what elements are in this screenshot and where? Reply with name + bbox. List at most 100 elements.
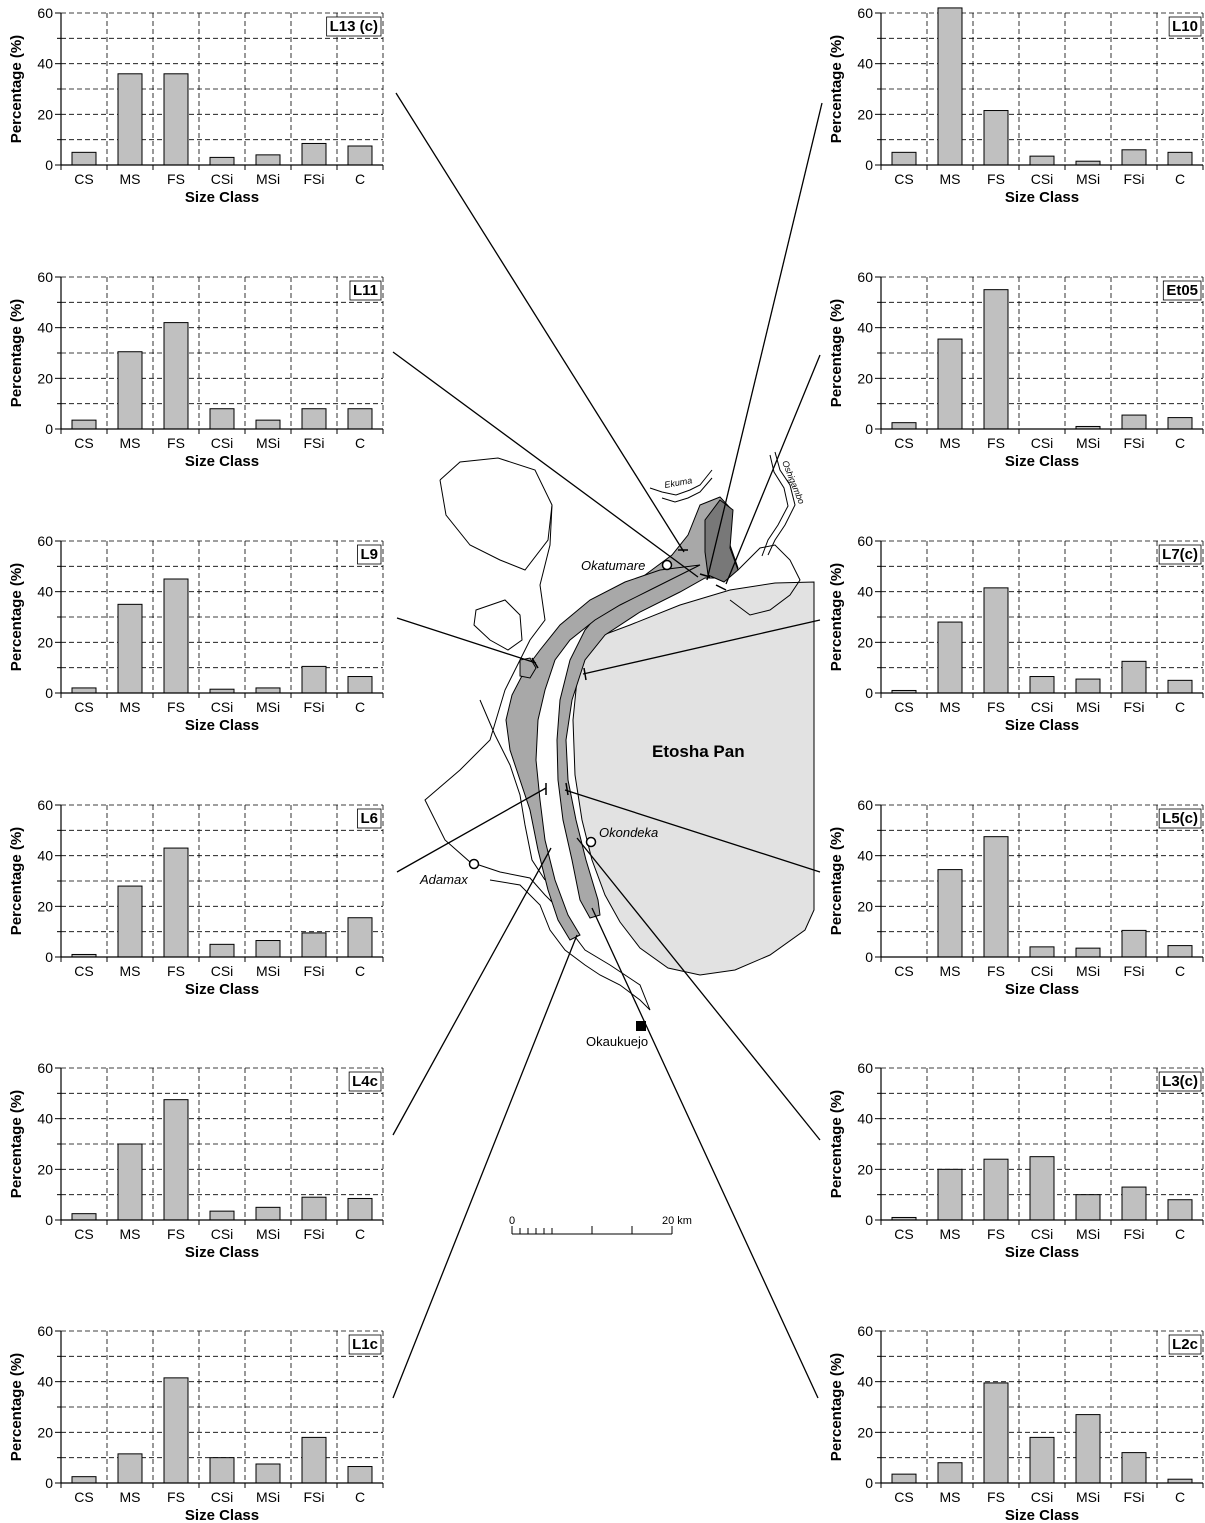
x-tick-label: MSi	[256, 1226, 280, 1242]
bar-fsi	[1121, 414, 1147, 430]
x-tick-label: FSi	[304, 1226, 325, 1242]
chart-l11: 0 20 40 60 CS MS FS CSi MSi FSi C Size Class Percent…	[8, 269, 384, 470]
bar-csi	[209, 943, 235, 958]
bar-c	[1167, 1199, 1193, 1221]
ekuma-label: Ekuma	[664, 475, 693, 490]
y-axis-title: Percentage (%)	[828, 563, 845, 671]
x-tick-label: FSi	[304, 171, 325, 187]
x-tick-label: FS	[987, 1489, 1005, 1505]
bar-cs	[891, 151, 917, 166]
y-tick-label: 40	[857, 848, 873, 864]
bar-ms	[117, 1143, 143, 1221]
y-tick-label: 20	[857, 1424, 873, 1440]
oshigambo-river	[767, 451, 796, 556]
bar-fsi	[1121, 149, 1147, 166]
x-tick-label: MSi	[1076, 699, 1100, 715]
chart-title: L5(c)	[1162, 810, 1198, 827]
x-tick-label: C	[1175, 1226, 1185, 1242]
y-tick-label: 40	[37, 584, 53, 600]
bar-cs	[891, 1473, 917, 1484]
northeast-shore	[729, 544, 801, 616]
x-tick-label: FSi	[304, 1489, 325, 1505]
x-tick-label: CS	[74, 963, 93, 979]
etosha-pan-area	[572, 581, 815, 976]
bar-msi	[255, 419, 281, 430]
western-island	[439, 479, 553, 571]
chart-title-box	[349, 280, 382, 301]
okaukuejo-marker	[636, 1021, 646, 1031]
chart-title-box	[1158, 808, 1202, 829]
chart-title-box	[1158, 544, 1202, 565]
y-axis-title: Percentage (%)	[828, 299, 845, 407]
x-tick-label: C	[1175, 699, 1185, 715]
okondeka-marker	[585, 836, 597, 848]
y-axis-title: Percentage (%)	[8, 35, 25, 143]
x-tick-label: FS	[167, 1489, 185, 1505]
x-tick-label: CS	[74, 1489, 93, 1505]
bar-fs	[163, 73, 189, 166]
bar-ms	[937, 1168, 963, 1221]
bar-fsi	[301, 142, 327, 166]
scale-start-label: 0	[509, 1215, 515, 1227]
y-tick-label: 0	[865, 1475, 873, 1491]
ekuma-river	[649, 469, 713, 496]
bar-ms	[937, 621, 963, 694]
bar-c	[347, 408, 373, 430]
okatumare-label: Okatumare	[581, 558, 645, 573]
chart-title-box	[348, 1071, 382, 1092]
x-tick-label: FS	[987, 699, 1005, 715]
y-tick-label: 60	[37, 797, 53, 813]
y-tick-label: 60	[857, 1060, 873, 1076]
lower-river	[479, 699, 546, 881]
bar-fs	[163, 322, 189, 430]
adamax-marker	[468, 858, 480, 870]
y-tick-label: 0	[865, 421, 873, 437]
bar-ms	[937, 869, 963, 958]
chart-title-box	[1168, 1334, 1202, 1355]
bar-msi	[1075, 947, 1101, 958]
x-tick-label: FSi	[1124, 171, 1145, 187]
bar-c	[347, 145, 373, 166]
y-tick-label: 0	[45, 1212, 53, 1228]
bar-c	[347, 917, 373, 958]
bar-fsi	[301, 1436, 327, 1484]
x-tick-label: CS	[74, 435, 93, 451]
chart-title-box	[1168, 16, 1202, 37]
x-tick-label: CSi	[1031, 435, 1054, 451]
x-tick-label: C	[355, 963, 365, 979]
bar-fs	[983, 587, 1009, 694]
x-tick-label: FSi	[1124, 1489, 1145, 1505]
bar-fs	[163, 1377, 189, 1484]
chart-title-box	[348, 1334, 382, 1355]
y-tick-label: 0	[45, 949, 53, 965]
chart-title: L10	[1172, 18, 1198, 35]
bar-ms	[117, 351, 143, 430]
chart-title: L7(c)	[1162, 546, 1198, 563]
scale-end-label: 20 km	[662, 1215, 692, 1227]
x-tick-label: CSi	[211, 1226, 234, 1242]
bar-csi	[209, 1210, 235, 1221]
x-tick-label: MSi	[256, 699, 280, 715]
y-tick-label: 0	[865, 1212, 873, 1228]
y-tick-label: 40	[857, 1374, 873, 1390]
bar-cs	[71, 419, 97, 430]
x-axis-title: Size Class	[185, 453, 259, 470]
y-tick-label: 60	[857, 5, 873, 21]
x-tick-label: CS	[894, 1226, 913, 1242]
bar-csi	[1029, 1436, 1055, 1484]
ekuma-river-bank	[661, 477, 713, 503]
y-tick-label: 20	[37, 1424, 53, 1440]
bar-c	[347, 676, 373, 694]
x-tick-label: FSi	[304, 699, 325, 715]
x-axis-title: Size Class	[1005, 981, 1079, 998]
scale-bar	[511, 1226, 673, 1235]
chart-title: L13 (c)	[330, 18, 378, 35]
x-tick-label: CS	[74, 699, 93, 715]
x-tick-label: FSi	[1124, 435, 1145, 451]
x-axis-title: Size Class	[185, 1507, 259, 1523]
bar-cs	[891, 422, 917, 430]
bar-c	[1167, 679, 1193, 694]
bar-fsi	[1121, 1452, 1147, 1484]
bar-msi	[255, 940, 281, 958]
x-tick-label: MSi	[256, 435, 280, 451]
